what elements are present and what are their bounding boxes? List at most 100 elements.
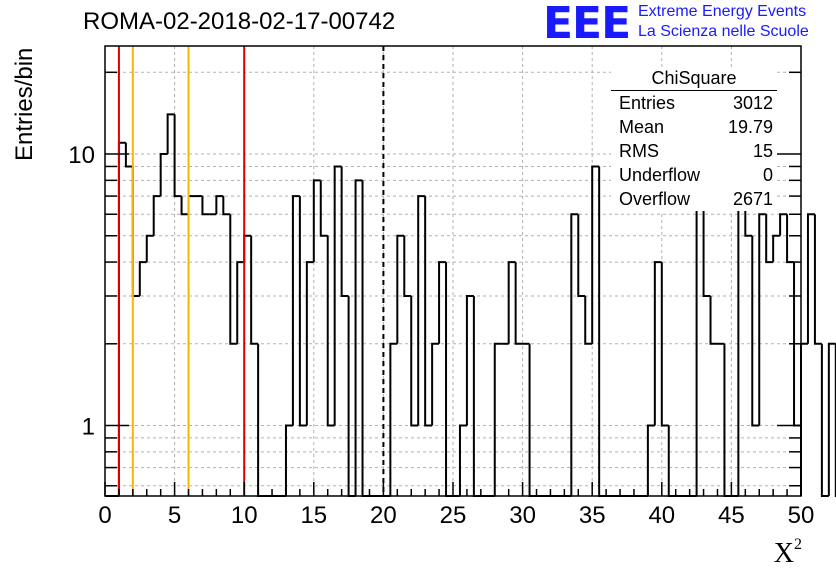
stats-value: 19.79 xyxy=(727,117,773,137)
histogram-bin xyxy=(431,342,440,426)
histogram-bin xyxy=(765,214,774,264)
y-tick-label: 1 xyxy=(82,414,95,441)
stats-row-underflow: Underflow 0 xyxy=(611,163,777,187)
x-tick-label: 40 xyxy=(648,502,675,529)
histogram-bin xyxy=(465,294,474,426)
histogram-bin xyxy=(312,179,321,263)
histogram-bin xyxy=(695,179,704,496)
histogram-bin xyxy=(201,196,210,216)
eee-logo: EEE xyxy=(543,0,631,49)
x-tick-label: 25 xyxy=(440,502,467,529)
stats-value: 0 xyxy=(762,165,773,185)
histogram-bin xyxy=(779,213,788,236)
histogram-bin xyxy=(131,166,140,297)
stats-row-mean: Mean 19.79 xyxy=(611,115,777,139)
y-axis-label: Entries/bin xyxy=(11,47,38,161)
histogram-bin xyxy=(361,180,370,497)
x-tick-label: 45 xyxy=(718,502,745,529)
histogram-bin xyxy=(284,424,293,496)
histogram-bin xyxy=(758,213,767,426)
x-axis-label-superscript: 2 xyxy=(794,536,802,553)
histogram-bin xyxy=(222,196,231,216)
stats-box: ChiSquare Entries 3012 Mean 19.79 RMS 15 Un… xyxy=(611,67,777,211)
histogram-bin xyxy=(340,166,349,297)
histogram-bin xyxy=(215,195,224,215)
histogram-bin xyxy=(180,196,189,216)
histogram-bin xyxy=(751,235,760,427)
y-tick-label: 10 xyxy=(68,142,95,169)
histogram-bin xyxy=(660,262,669,427)
histogram-bin xyxy=(354,179,363,496)
histogram-bin xyxy=(472,295,481,497)
stats-row-rms: RMS 15 xyxy=(611,139,777,163)
histogram-bin xyxy=(291,195,300,426)
histogram-bin xyxy=(319,180,328,237)
x-tick-label: 0 xyxy=(98,502,111,529)
x-tick-label: 35 xyxy=(579,502,606,529)
histogram-bin xyxy=(507,261,516,344)
stats-value: 2671 xyxy=(732,189,773,209)
stats-header: ChiSquare xyxy=(611,67,777,91)
histogram-bin xyxy=(709,295,718,345)
histogram-bin xyxy=(326,235,335,427)
histogram-bin xyxy=(570,213,579,496)
histogram-bin xyxy=(723,343,732,497)
x-tick-label: 10 xyxy=(231,502,258,529)
histogram-bin xyxy=(305,261,314,426)
stats-row-overflow: Overflow 2671 xyxy=(611,187,777,211)
histogram-bin xyxy=(737,195,746,496)
chart-title: ROMA-02-2018-02-17-00742 xyxy=(83,8,396,35)
x-axis-label: X2 xyxy=(773,536,802,570)
histogram-bin xyxy=(389,342,398,496)
histogram-bin xyxy=(173,114,182,198)
stats-label: Overflow xyxy=(619,189,691,209)
histogram-bin xyxy=(347,295,356,497)
logo-line-1: Extreme Energy Events xyxy=(638,3,807,20)
x-tick-label: 30 xyxy=(509,502,536,529)
logo-line-2: La Scienza nelle Scuole xyxy=(638,23,809,40)
histogram-bin xyxy=(333,165,342,426)
histogram-bin xyxy=(646,424,655,496)
stats-label: Mean xyxy=(619,117,665,137)
histogram-bin xyxy=(653,261,662,426)
stats-label: RMS xyxy=(619,141,659,161)
histogram-bin xyxy=(702,180,711,297)
histogram-bin xyxy=(236,261,245,344)
histogram-bin xyxy=(138,261,147,296)
histogram-bin xyxy=(166,113,175,155)
histogram-bin xyxy=(493,342,502,496)
histogram-bin xyxy=(827,342,836,496)
histogram-bin xyxy=(598,166,607,497)
histogram-bin xyxy=(445,262,453,497)
stats-label: Entries xyxy=(619,93,676,113)
histogram-bin xyxy=(786,214,795,264)
histogram-bin xyxy=(438,261,447,344)
histogram-bin xyxy=(257,343,266,497)
histogram-bin xyxy=(145,234,154,263)
histogram-bin xyxy=(187,195,196,215)
histogram-bin xyxy=(410,295,419,427)
histogram-bin xyxy=(813,214,822,345)
histogram-bin xyxy=(591,165,600,344)
histogram-bin xyxy=(458,424,467,496)
histogram-bin xyxy=(403,235,412,297)
histogram-bin xyxy=(514,262,523,345)
x-axis-label-base: X xyxy=(773,538,794,569)
histogram-bin xyxy=(772,234,781,263)
histogram-bin xyxy=(124,142,133,168)
histogram-bin xyxy=(229,214,238,345)
histogram-bin xyxy=(424,196,433,427)
histogram-bin xyxy=(417,195,426,426)
histogram-bin xyxy=(806,213,815,344)
x-tick-label: 5 xyxy=(168,502,181,529)
histogram-bin xyxy=(584,295,593,345)
x-tick-label: 50 xyxy=(788,502,815,529)
histogram-bin xyxy=(577,214,586,297)
histogram-bin xyxy=(396,234,405,344)
histogram-bin xyxy=(159,153,168,197)
x-tick-label: 20 xyxy=(370,502,397,529)
histogram-bin xyxy=(800,342,808,426)
x-tick-label: 15 xyxy=(300,502,327,529)
stats-value: 15 xyxy=(752,141,773,161)
